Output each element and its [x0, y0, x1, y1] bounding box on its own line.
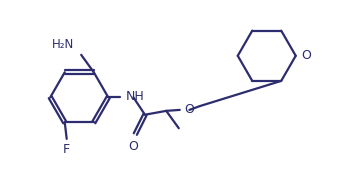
Text: NH: NH [126, 90, 145, 103]
Text: O: O [301, 49, 311, 62]
Text: O: O [185, 103, 194, 116]
Text: F: F [63, 143, 70, 156]
Text: H₂N: H₂N [52, 38, 74, 51]
Text: O: O [128, 140, 138, 153]
